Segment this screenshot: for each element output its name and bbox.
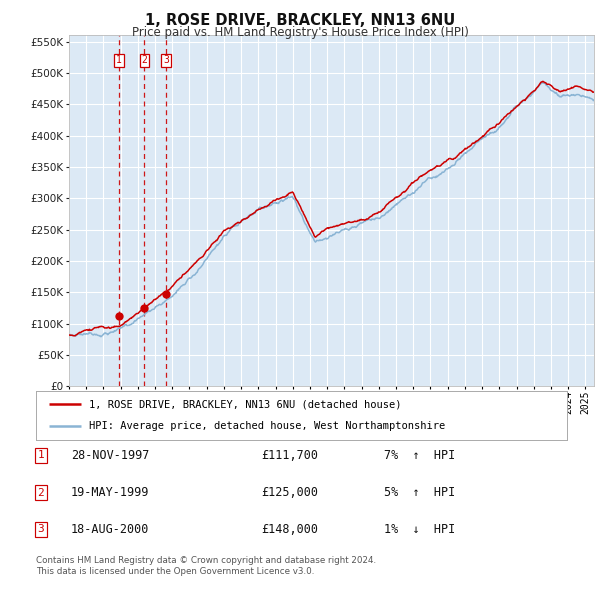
Text: £148,000: £148,000: [261, 523, 318, 536]
Text: 19-MAY-1999: 19-MAY-1999: [71, 486, 149, 499]
Text: 3: 3: [37, 525, 44, 534]
Text: 2: 2: [142, 55, 148, 65]
Text: Price paid vs. HM Land Registry's House Price Index (HPI): Price paid vs. HM Land Registry's House …: [131, 26, 469, 39]
Text: 1, ROSE DRIVE, BRACKLEY, NN13 6NU: 1, ROSE DRIVE, BRACKLEY, NN13 6NU: [145, 13, 455, 28]
Text: 7%  ↑  HPI: 7% ↑ HPI: [384, 449, 455, 462]
Text: 1%  ↓  HPI: 1% ↓ HPI: [384, 523, 455, 536]
Text: £111,700: £111,700: [261, 449, 318, 462]
Text: This data is licensed under the Open Government Licence v3.0.: This data is licensed under the Open Gov…: [36, 567, 314, 576]
Text: 1, ROSE DRIVE, BRACKLEY, NN13 6NU (detached house): 1, ROSE DRIVE, BRACKLEY, NN13 6NU (detac…: [89, 399, 401, 409]
Text: £125,000: £125,000: [261, 486, 318, 499]
Text: 2: 2: [37, 488, 44, 497]
Text: Contains HM Land Registry data © Crown copyright and database right 2024.: Contains HM Land Registry data © Crown c…: [36, 556, 376, 565]
Text: 1: 1: [116, 55, 122, 65]
Text: HPI: Average price, detached house, West Northamptonshire: HPI: Average price, detached house, West…: [89, 421, 445, 431]
Text: 1: 1: [37, 451, 44, 460]
Text: 18-AUG-2000: 18-AUG-2000: [71, 523, 149, 536]
Text: 28-NOV-1997: 28-NOV-1997: [71, 449, 149, 462]
Text: 3: 3: [163, 55, 169, 65]
Text: 5%  ↑  HPI: 5% ↑ HPI: [384, 486, 455, 499]
